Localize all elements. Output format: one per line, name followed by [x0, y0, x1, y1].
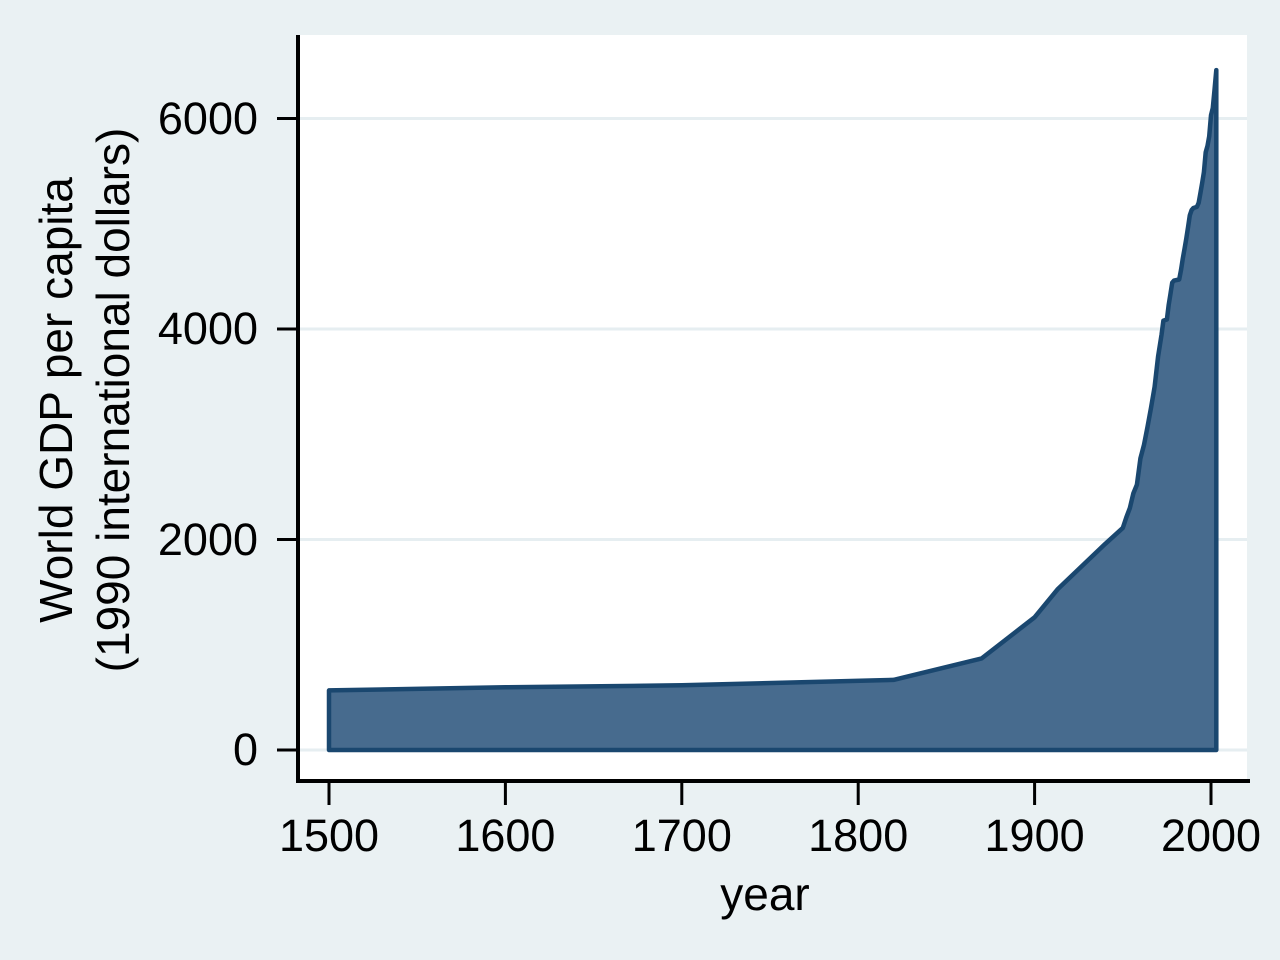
y-tick-label-2000: 2000: [157, 513, 258, 565]
x-tick-label-2000: 2000: [1160, 810, 1262, 861]
x-axis-title: year: [720, 868, 810, 920]
x-tick-label-1600: 1600: [455, 810, 556, 861]
x-tick-label-1900: 1900: [984, 810, 1085, 861]
y-axis-title: World GDP per capita (1990 international…: [28, 20, 142, 780]
y-axis-title-line2: (1990 international dollars): [87, 127, 139, 673]
x-tick-label-1800: 1800: [808, 810, 909, 861]
y-tick-label-6000: 6000: [157, 92, 258, 144]
x-tick-label-1500: 1500: [278, 810, 380, 861]
area-series: [326, 67, 1219, 753]
y-tick-label-0: 0: [232, 724, 258, 775]
y-tick-label-4000: 4000: [157, 303, 258, 354]
x-tick-label-1700: 1700: [631, 810, 732, 861]
y-axis-title-line1: World GDP per capita: [30, 177, 82, 623]
